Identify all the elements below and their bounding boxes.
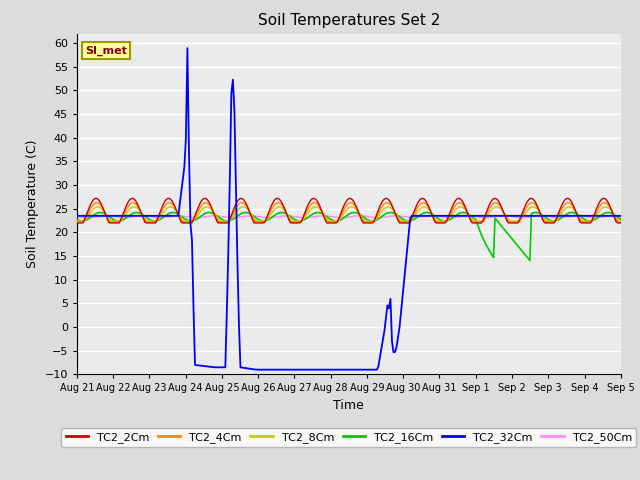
Y-axis label: Soil Temperature (C): Soil Temperature (C) [26, 140, 39, 268]
X-axis label: Time: Time [333, 399, 364, 412]
Title: Soil Temperatures Set 2: Soil Temperatures Set 2 [258, 13, 440, 28]
Legend: TC2_2Cm, TC2_4Cm, TC2_8Cm, TC2_16Cm, TC2_32Cm, TC2_50Cm: TC2_2Cm, TC2_4Cm, TC2_8Cm, TC2_16Cm, TC2… [61, 428, 636, 447]
Text: SI_met: SI_met [85, 46, 127, 56]
